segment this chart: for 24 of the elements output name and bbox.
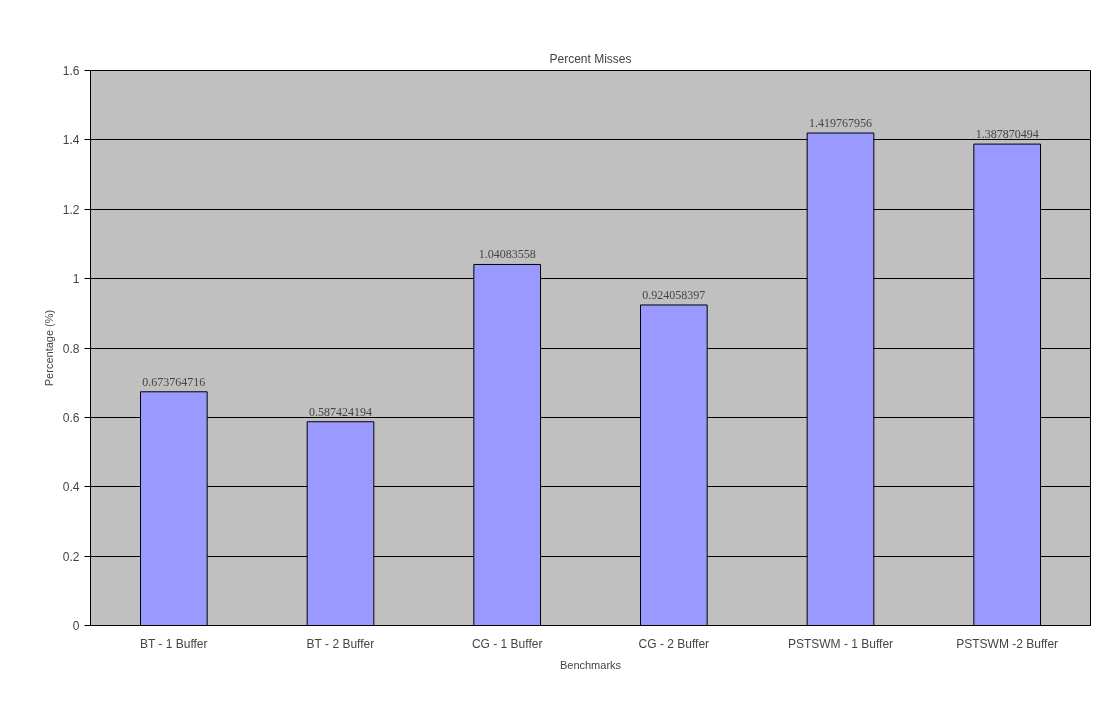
y-tick-label: 1.6 <box>62 64 80 78</box>
y-tick-label: 0 <box>72 619 80 633</box>
y-tick-label: 0.8 <box>62 341 80 356</box>
y-tick-label: 0.2 <box>62 549 80 564</box>
y-tick-label: 1.2 <box>62 202 80 217</box>
data-label: 1.387870494 <box>975 127 1039 142</box>
data-label: 0.587424194 <box>309 404 372 419</box>
data-label: 0.673764716 <box>142 374 206 389</box>
x-tick-label: CG - 1 Buffer <box>471 636 543 651</box>
x-tick-label: BT - 1 Buffer <box>139 636 208 651</box>
x-tick-label: CG - 2 Buffer <box>638 636 710 651</box>
chart-title: Percent Misses <box>549 51 632 66</box>
x-axis-title: Benchmarks <box>559 658 622 671</box>
y-tick-label: 1.4 <box>62 133 80 148</box>
data-label: 1.04083558 <box>478 247 536 262</box>
x-tick-label: PSTSWM - 1 Buffer <box>787 636 894 651</box>
y-axis-title: Percentage (%) <box>42 309 55 387</box>
x-tick-label: BT - 2 Buffer <box>306 636 375 651</box>
y-tick-label: 0.6 <box>62 410 80 425</box>
data-label: 0.924058397 <box>642 287 706 302</box>
y-tick-label: 0.4 <box>62 480 80 495</box>
y-tick-label: 1 <box>72 272 80 287</box>
data-label: 1.419767956 <box>809 116 872 131</box>
x-tick-label: PSTSWM -2 Buffer <box>956 636 1059 651</box>
